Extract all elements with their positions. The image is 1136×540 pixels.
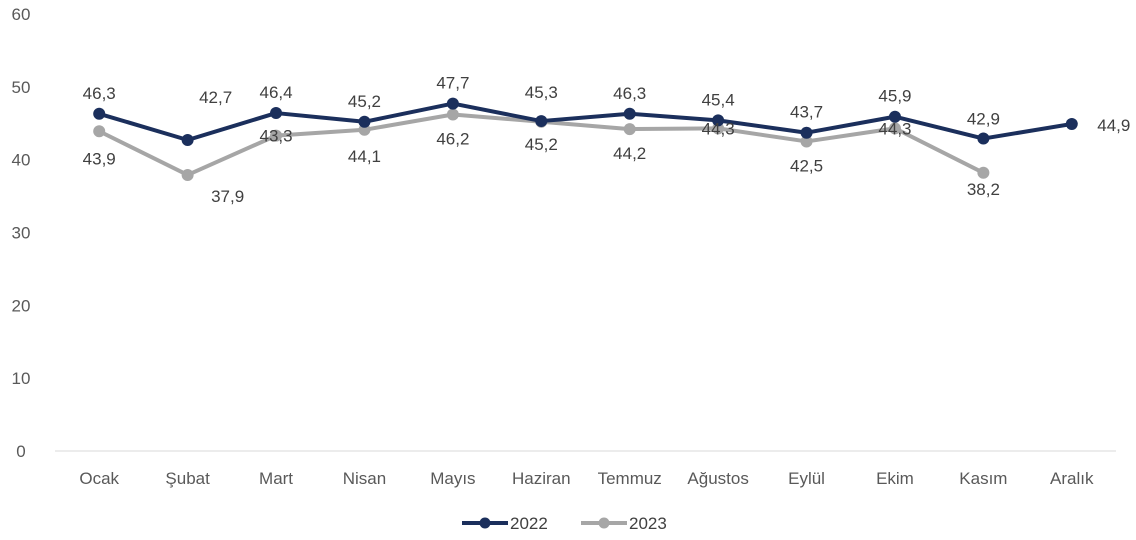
data-label-2023: 37,9 bbox=[211, 187, 244, 206]
legend-marker-2023 bbox=[598, 517, 610, 529]
y-tick-label: 10 bbox=[12, 369, 31, 388]
data-label-2022: 45,9 bbox=[878, 87, 911, 106]
y-tick-label: 40 bbox=[12, 151, 31, 170]
data-label-2022: 45,2 bbox=[348, 92, 381, 111]
data-label-2022: 45,3 bbox=[525, 83, 558, 102]
y-tick-label: 60 bbox=[12, 5, 31, 24]
legend-label-2023: 2023 bbox=[629, 514, 667, 533]
y-tick-label: 20 bbox=[12, 296, 31, 315]
data-label-2022: 46,3 bbox=[613, 84, 646, 103]
data-point-2022 bbox=[446, 97, 459, 110]
y-axis: 0 10 20 30 40 50 60 bbox=[12, 5, 31, 461]
legend-marker-2022 bbox=[479, 517, 491, 529]
data-point-2022 bbox=[270, 107, 283, 120]
data-point-2022 bbox=[535, 115, 548, 128]
y-tick-label: 50 bbox=[12, 78, 31, 97]
x-tick-label: Şubat bbox=[165, 469, 210, 488]
x-tick-label: Nisan bbox=[343, 469, 386, 488]
data-point-2022 bbox=[977, 132, 990, 145]
data-label-2022: 44,9 bbox=[1097, 116, 1130, 135]
legend-label-2022: 2022 bbox=[510, 514, 548, 533]
x-tick-label: Ekim bbox=[876, 469, 914, 488]
data-point-2023 bbox=[181, 168, 194, 181]
data-label-2022: 46,3 bbox=[83, 84, 116, 103]
data-label-2023: 44,2 bbox=[613, 144, 646, 163]
x-tick-label: Ocak bbox=[79, 469, 119, 488]
data-point-2022 bbox=[1065, 117, 1078, 130]
x-tick-label: Kasım bbox=[959, 469, 1007, 488]
x-tick-label: Mayıs bbox=[430, 469, 475, 488]
data-label-2022: 45,4 bbox=[702, 90, 735, 109]
data-point-2022 bbox=[888, 110, 901, 123]
data-label-2022: 46,4 bbox=[259, 83, 292, 102]
data-label-2022: 43,7 bbox=[790, 103, 823, 122]
data-point-2023 bbox=[623, 123, 636, 136]
data-point-2023 bbox=[800, 135, 813, 148]
x-tick-label: Haziran bbox=[512, 469, 571, 488]
data-point-2022 bbox=[623, 107, 636, 120]
x-tick-label: Aralık bbox=[1050, 469, 1094, 488]
x-tick-label: Ağustos bbox=[687, 469, 748, 488]
data-label-2022: 42,7 bbox=[199, 88, 232, 107]
data-point-2022 bbox=[93, 107, 106, 120]
data-label-2022: 42,9 bbox=[967, 110, 1000, 129]
x-tick-label: Mart bbox=[259, 469, 293, 488]
x-tick-label: Temmuz bbox=[598, 469, 662, 488]
x-axis: Ocak Şubat Mart Nisan Mayıs Haziran Temmuz Ağus… bbox=[55, 450, 1116, 488]
data-label-2023: 46,2 bbox=[436, 130, 469, 149]
data-point-2023 bbox=[888, 122, 901, 135]
data-label-2023: 38,2 bbox=[967, 180, 1000, 199]
data-point-2022 bbox=[800, 126, 813, 139]
data-label-2023: 44,3 bbox=[702, 119, 735, 138]
data-point-2023 bbox=[270, 129, 283, 142]
data-label-2023: 44,3 bbox=[878, 119, 911, 138]
data-point-2023 bbox=[93, 125, 106, 138]
data-label-2023: 43,3 bbox=[259, 127, 292, 146]
y-tick-label: 30 bbox=[12, 224, 31, 243]
data-label-2022: 47,7 bbox=[436, 74, 469, 93]
data-label-2023: 45,2 bbox=[525, 135, 558, 154]
data-labels: 46,3 42,7 46,4 45,2 47,7 45,3 46,3 45,4 43,7 45,9… bbox=[83, 74, 1131, 206]
data-point-2022 bbox=[358, 115, 371, 128]
data-point-2023 bbox=[446, 108, 459, 121]
data-point-2023 bbox=[977, 166, 990, 179]
data-label-2023: 44,1 bbox=[348, 147, 381, 166]
series-line-2022 bbox=[97, 101, 1074, 143]
data-point-2022 bbox=[181, 134, 194, 147]
x-tick-label: Eylül bbox=[788, 469, 825, 488]
legend: 2022 2023 bbox=[462, 514, 667, 533]
y-tick-label: 0 bbox=[16, 442, 25, 461]
data-label-2023: 43,9 bbox=[83, 149, 116, 168]
data-label-2023: 42,5 bbox=[790, 156, 823, 175]
series-layer bbox=[93, 97, 1078, 181]
data-point-2022 bbox=[712, 114, 725, 127]
